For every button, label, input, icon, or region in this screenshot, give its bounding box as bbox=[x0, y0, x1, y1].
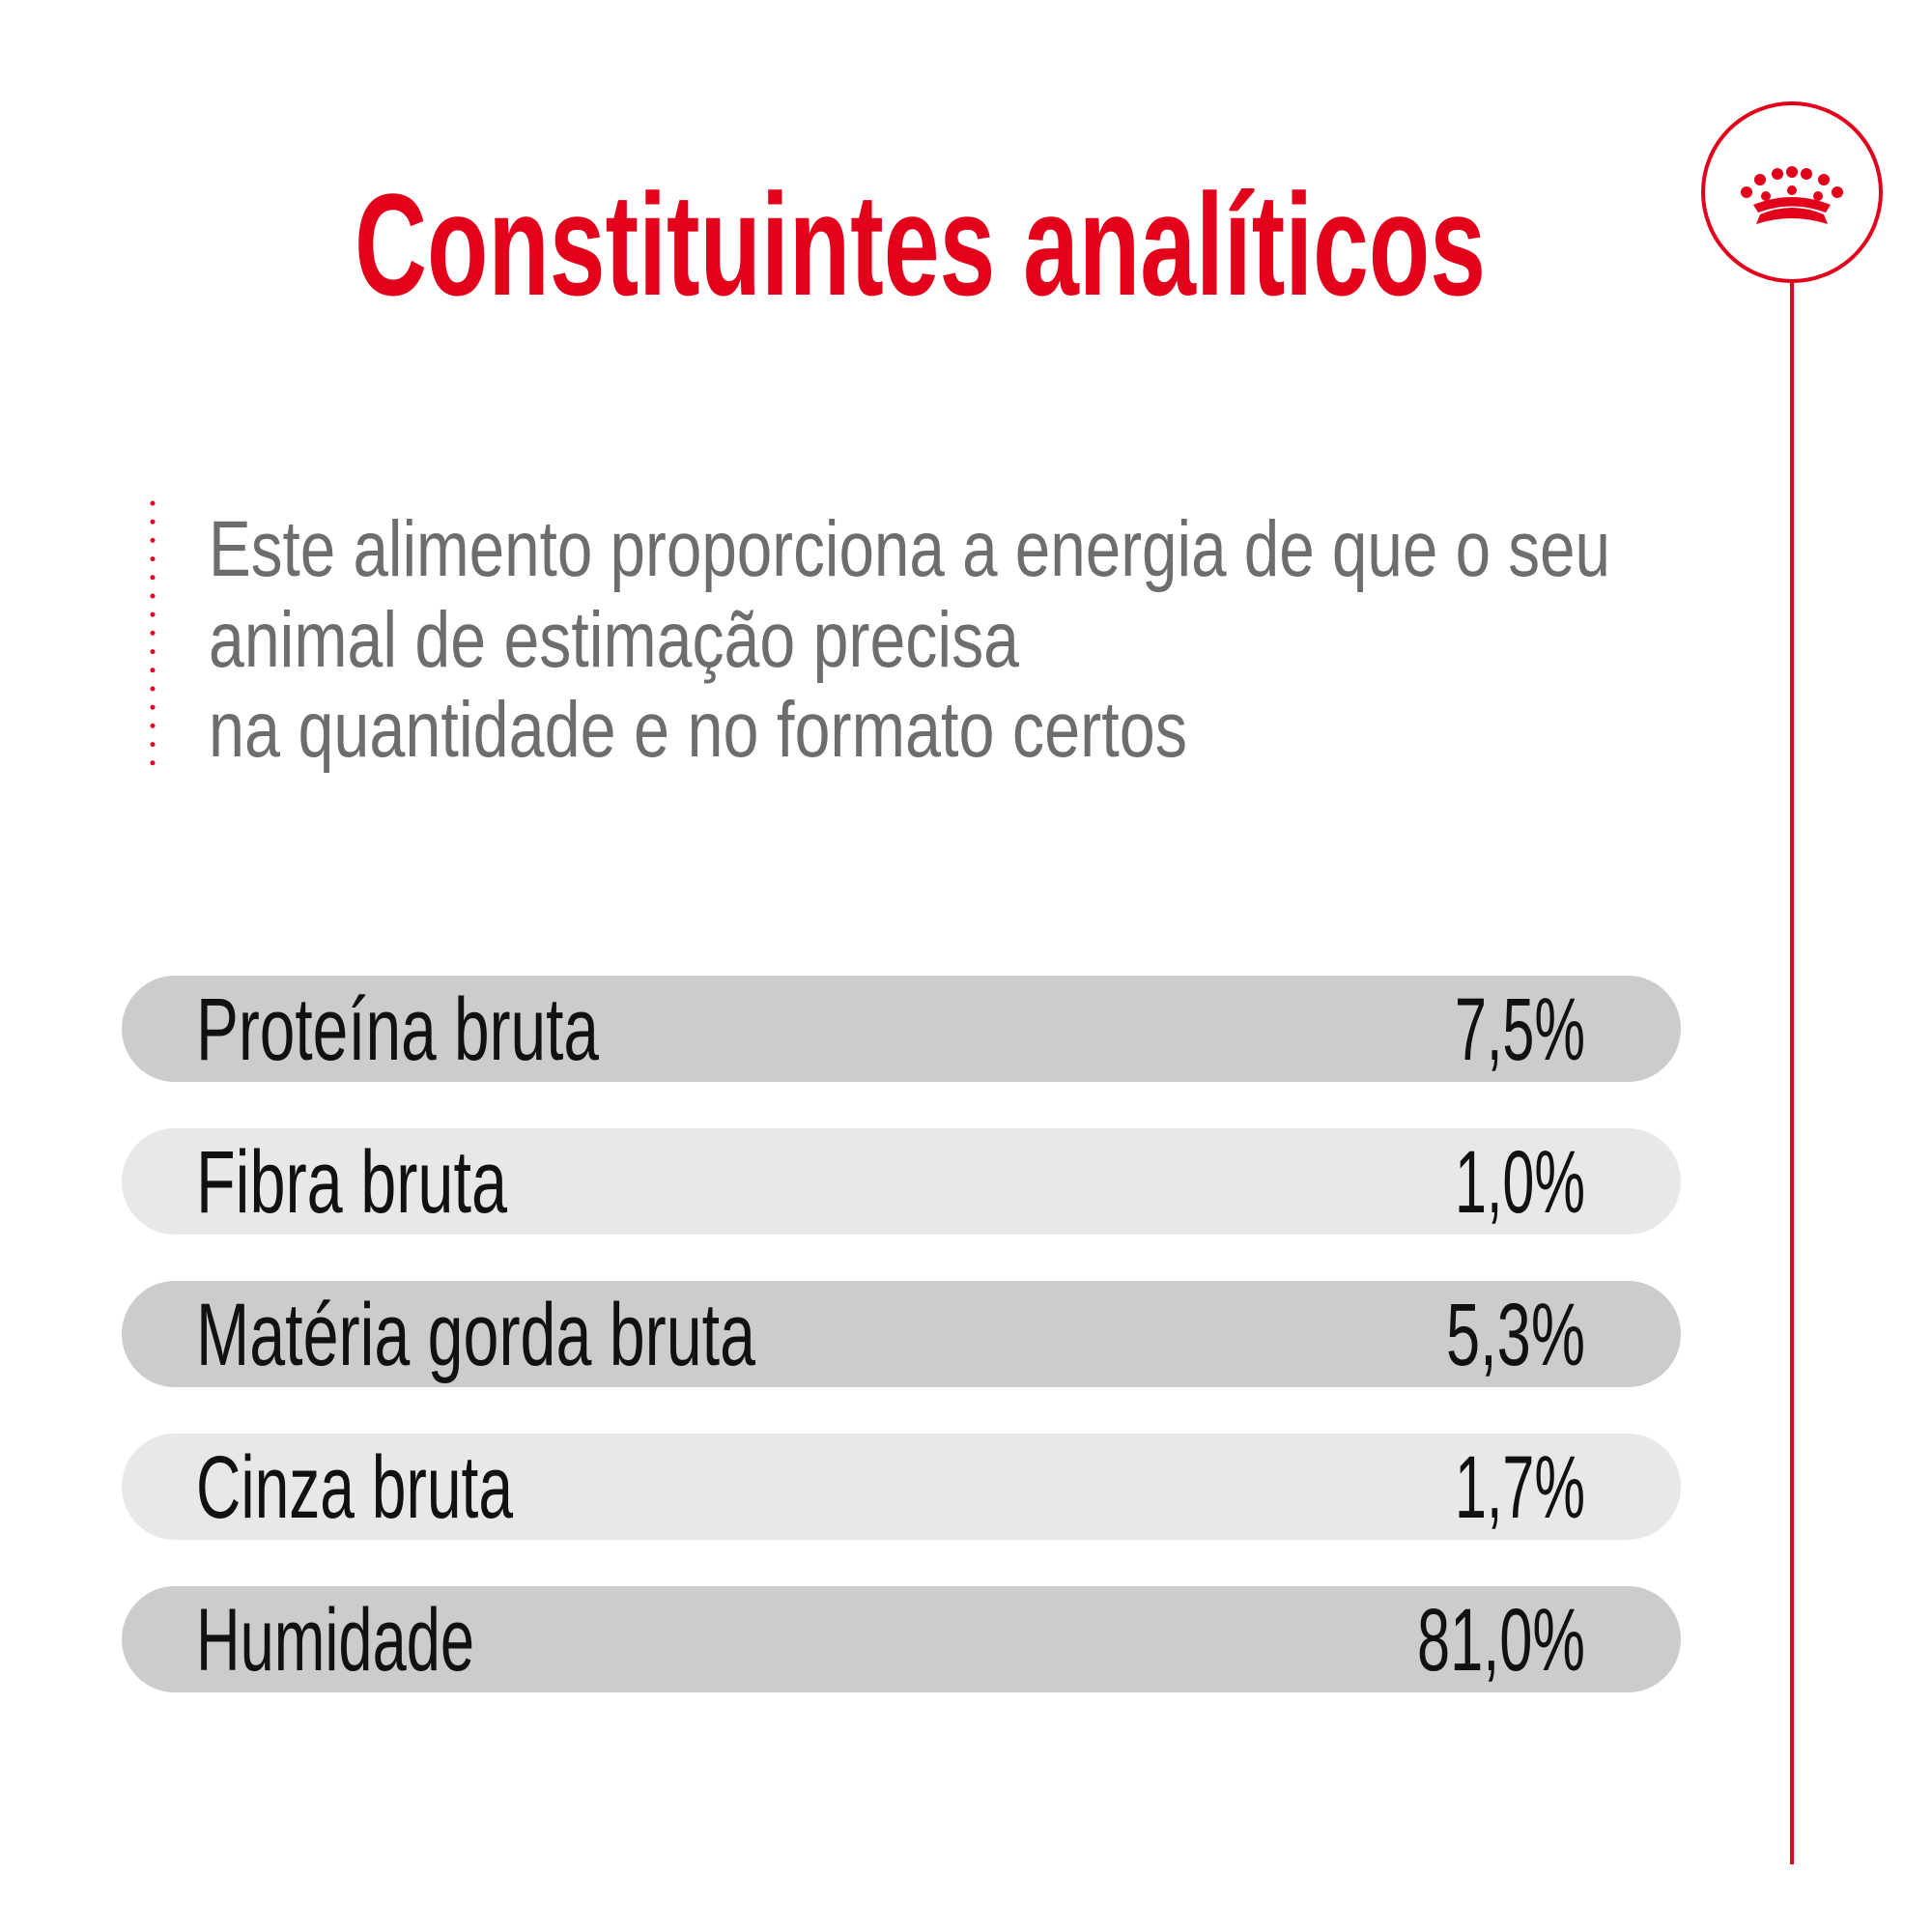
table-row bbox=[122, 1586, 1681, 1692]
row-value: 81,0% bbox=[1417, 1591, 1585, 1690]
description-line: animal de estimação precisa bbox=[209, 596, 1019, 684]
table: Proteína bruta 7,5% Fibra bruta 1,0% Matéria… bbox=[122, 976, 1681, 1692]
row-label: Humidade bbox=[196, 1591, 474, 1690]
row-label: Matéria gorda bruta bbox=[196, 1286, 756, 1384]
title: Constituintes analíticos bbox=[355, 163, 1486, 326]
row-label: Cinza bruta bbox=[196, 1438, 514, 1537]
row-value: 1,7% bbox=[1455, 1438, 1585, 1537]
row-label: Proteína bruta bbox=[196, 980, 600, 1079]
row-value: 5,3% bbox=[1446, 1286, 1585, 1384]
row-value: 1,0% bbox=[1455, 1133, 1585, 1232]
description-line: Este alimento proporciona a energia de q… bbox=[209, 505, 1610, 593]
description-line: na quantidade e no formato certos bbox=[209, 686, 1187, 774]
table-row bbox=[122, 1434, 1681, 1540]
row-label: Fibra bruta bbox=[196, 1133, 508, 1232]
crown-logo bbox=[1741, 166, 1843, 224]
table-row bbox=[122, 976, 1681, 1082]
description: Este alimento proporciona a energia de q… bbox=[209, 505, 1610, 774]
table-row bbox=[122, 1128, 1681, 1235]
row-value: 7,5% bbox=[1455, 980, 1585, 1079]
table-row bbox=[122, 1281, 1681, 1387]
